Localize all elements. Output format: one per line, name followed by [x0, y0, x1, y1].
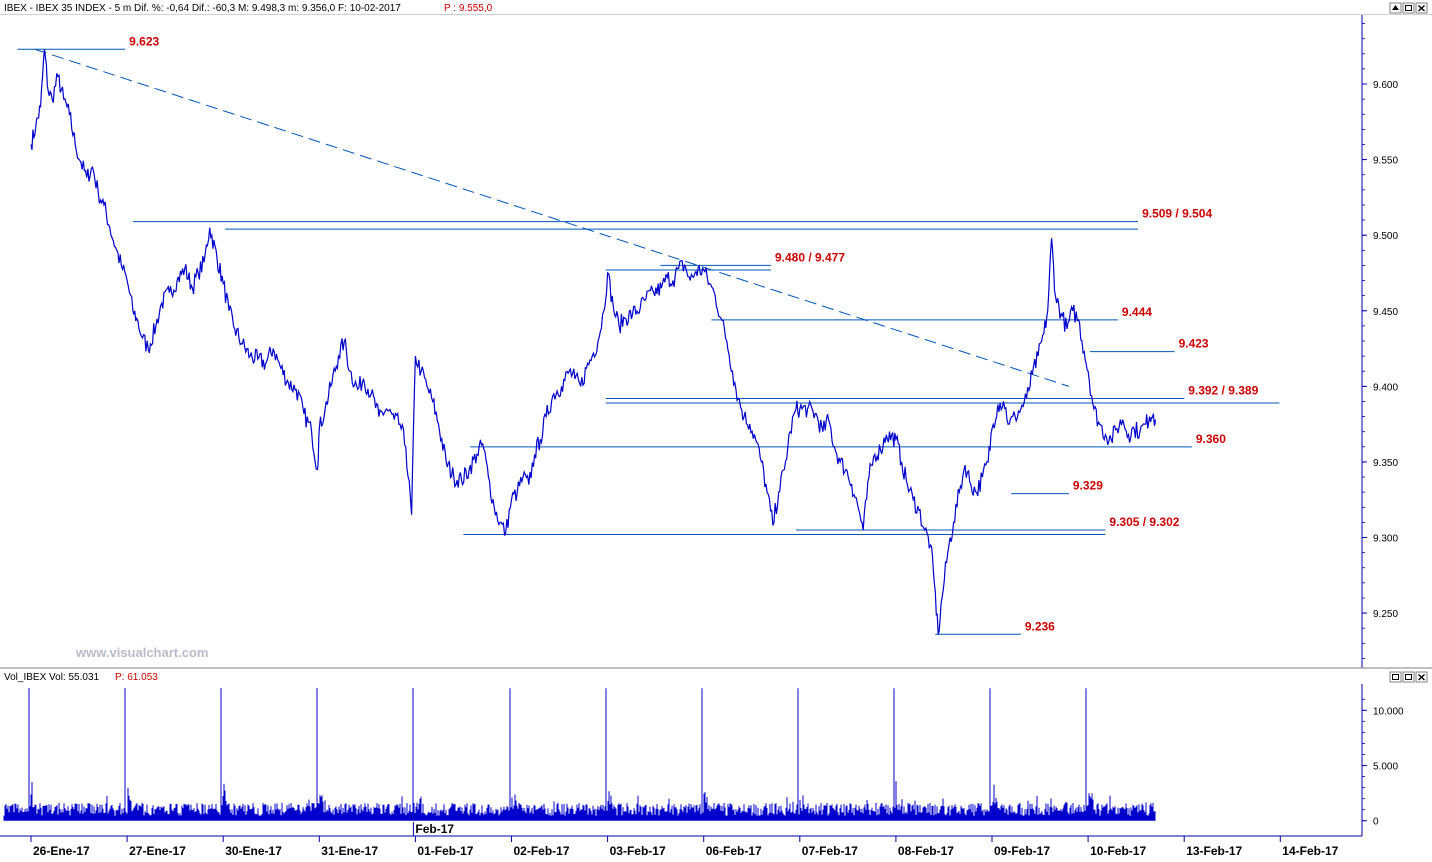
month-marker-label: Feb-17 — [415, 822, 454, 836]
trendline[interactable] — [34, 48, 1070, 387]
time-tick-label: 06-Feb-17 — [706, 844, 762, 857]
support-resistance-levels: 9.623 9.509 / 9.504 9.480 / 9.477 9.444 9.42… — [17, 34, 1280, 635]
time-tick-label: 27-Ene-17 — [129, 844, 186, 857]
time-axis-ticks: 26-Ene-17 27-Ene-17 30-Ene-17 31-Ene-17 01-F… — [30, 822, 1339, 858]
level-label: 9.623 — [129, 34, 159, 48]
time-tick-label: 14-Feb-17 — [1282, 844, 1338, 857]
price-tick-label: 9.400 — [1373, 382, 1398, 393]
volume-tick-label: 10.000 — [1373, 706, 1404, 717]
time-tick-label: 13-Feb-17 — [1186, 844, 1242, 857]
price-tick-label: 9.550 — [1373, 156, 1398, 167]
time-tick-label: 07-Feb-17 — [802, 844, 858, 857]
level-label: 9.509 / 9.504 — [1142, 207, 1212, 221]
restore-icon[interactable] — [1402, 2, 1415, 14]
price-tick-label: 9.300 — [1373, 534, 1398, 545]
level-label: 9.423 — [1179, 337, 1209, 351]
volume-tick-label: 5.000 — [1373, 762, 1398, 773]
time-tick-label: 09-Feb-17 — [994, 844, 1050, 857]
time-tick-label: 10-Feb-17 — [1090, 844, 1146, 857]
level-label: 9.480 / 9.477 — [775, 250, 845, 264]
trendline-layer — [34, 48, 1070, 387]
close-icon[interactable] — [1415, 671, 1428, 683]
time-tick-label: 02-Feb-17 — [514, 844, 570, 857]
level-label: 9.305 / 9.302 — [1109, 515, 1179, 529]
price-axis-ticks: 9.600 9.550 9.500 9.450 9.400 9.350 9.300 9.250 — [1362, 23, 1398, 659]
price-tick-label: 9.600 — [1373, 80, 1398, 91]
volume-bars — [3, 688, 1156, 821]
volume-tick-label: 0 — [1373, 817, 1379, 828]
main-window-buttons — [1389, 2, 1428, 14]
restore-icon[interactable] — [1402, 671, 1415, 683]
level-label: 9.360 — [1196, 432, 1226, 446]
restore-icon[interactable] — [1389, 671, 1402, 683]
level-label: 9.444 — [1122, 305, 1152, 319]
time-tick-label: 30-Ene-17 — [225, 844, 282, 857]
watermark-text: www.visualchart.com — [75, 645, 208, 660]
price-tick-label: 9.450 — [1373, 307, 1398, 318]
up-arrow-icon[interactable] — [1389, 2, 1402, 14]
time-tick-label: 08-Feb-17 — [898, 844, 954, 857]
level-label: 9.236 — [1025, 619, 1055, 633]
level-label: 9.392 / 9.389 — [1188, 383, 1258, 397]
close-icon[interactable] — [1415, 2, 1428, 14]
volume-window-buttons — [1389, 671, 1428, 683]
price-tick-label: 9.350 — [1373, 458, 1398, 469]
price-header-info: IBEX - IBEX 35 INDEX - 5 m Dif. %: -0,64… — [4, 3, 401, 14]
volume-header-info: Vol_IBEX Vol: 55.031 — [4, 672, 100, 683]
time-tick-label: 03-Feb-17 — [610, 844, 666, 857]
volume-header-last: P: 61.053 — [115, 672, 158, 683]
price-tick-label: 9.500 — [1373, 231, 1398, 242]
volume-axis-ticks: 10.000 5.000 0 — [1362, 698, 1404, 828]
price-tick-label: 9.250 — [1373, 609, 1398, 620]
volume-bars-layer — [3, 688, 1156, 821]
time-tick-label: 31-Ene-17 — [321, 844, 378, 857]
level-label: 9.329 — [1073, 479, 1103, 493]
price-header-last: P : 9.555,0 — [444, 3, 493, 14]
price-series-layer — [30, 49, 1156, 635]
time-tick-label: 01-Feb-17 — [417, 844, 473, 857]
time-tick-label: 26-Ene-17 — [33, 844, 90, 857]
price-line — [30, 49, 1156, 635]
